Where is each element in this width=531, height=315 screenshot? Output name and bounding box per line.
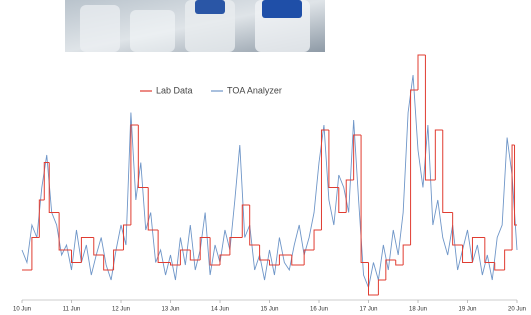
step-segment — [138, 125, 148, 188]
x-tick-label: 10 Jun — [13, 307, 31, 313]
step-segment — [304, 250, 314, 265]
chart: Lab Data TOA Analyzer 10 Jun 11 Jun 12 Jun… — [0, 0, 531, 315]
step-segment — [505, 250, 512, 270]
step-segment — [210, 238, 220, 266]
x-tick-label: 13 Jun — [161, 307, 179, 313]
step-segment — [425, 55, 435, 180]
legend: Lab Data TOA Analyzer — [156, 85, 282, 95]
step-segment — [114, 250, 124, 270]
x-tick-label: 18 Jun — [409, 307, 427, 313]
step-segment — [279, 255, 291, 265]
x-tick-label: 12 Jun — [112, 307, 130, 313]
step-segment — [411, 90, 418, 245]
step-segment — [403, 245, 410, 265]
step-segment — [339, 188, 346, 213]
legend-label: Lab Data — [156, 85, 193, 95]
step-segment — [220, 255, 230, 265]
step-segment — [329, 130, 339, 188]
step-segment — [270, 260, 280, 265]
step-segment — [59, 213, 71, 251]
step-segment — [158, 230, 170, 263]
step-segment — [515, 145, 517, 225]
step-segment — [378, 280, 385, 295]
step-segment — [230, 238, 242, 256]
legend-label: TOA Analyzer — [227, 85, 282, 95]
photo — [65, 0, 325, 52]
x-tick-label: 19 Jun — [458, 307, 476, 313]
step-segment — [123, 225, 130, 250]
step-segment — [495, 263, 505, 271]
x-tick-label: 20 Jun — [508, 307, 526, 313]
step-segment — [32, 238, 39, 271]
x-tick-label: 16 Jun — [310, 307, 328, 313]
step-segment — [396, 260, 403, 265]
step-segment — [443, 130, 453, 213]
x-tick-label: 15 Jun — [260, 307, 278, 313]
x-tick-label: 17 Jun — [359, 307, 377, 313]
x-tick-label: 14 Jun — [211, 307, 229, 313]
step-segment — [435, 130, 442, 180]
step-segment — [148, 188, 158, 231]
step-segment — [418, 55, 425, 90]
step-segment — [314, 230, 321, 250]
step-segment — [361, 135, 368, 263]
x-tick-label: 11 Jun — [63, 307, 81, 313]
step-segment — [292, 255, 304, 265]
